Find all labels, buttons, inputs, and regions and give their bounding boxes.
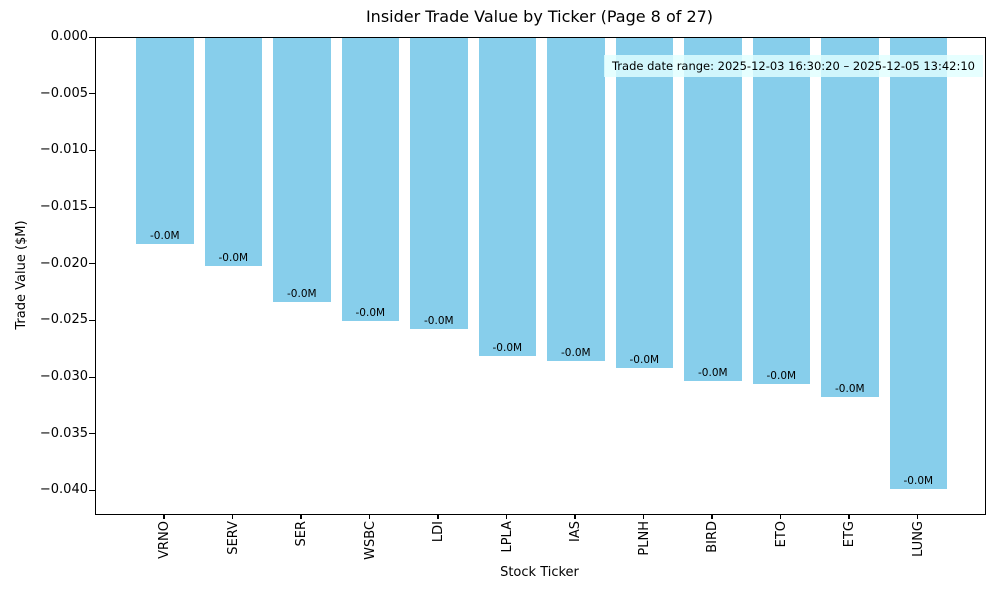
y-tick-mark [89,206,95,208]
x-tick-label: BIRD [705,521,721,553]
x-tick-label: ETO [773,521,789,548]
bar-value-label: -0.0M [766,369,797,382]
y-tick-mark [89,93,95,95]
bar: -0.0M [273,38,331,303]
bar: -0.0M [478,38,537,357]
y-axis-label: Trade Value ($M) [14,220,29,330]
y-tick-label: −0.015 [39,199,88,214]
y-tick-mark [89,376,95,378]
bar-value-label: -0.0M [287,288,317,301]
y-tick-label: −0.005 [39,85,88,101]
x-tick-label: IAS [568,521,584,542]
bar: -0.0M [615,38,674,368]
bar: -0.0M [752,38,811,384]
x-tick-label: LDI [431,521,447,543]
bar-value-label: -0.0M [629,353,660,366]
y-tick-mark [89,433,95,435]
bar-value-label: -0.0M [424,315,454,328]
y-tick-label: 0.000 [50,29,88,44]
bar-value-label: -0.0M [492,342,523,355]
y-tick-mark [89,149,95,152]
x-tick-mark [848,514,850,519]
bar-value-label: -0.0M [698,367,728,380]
x-tick-label: VRNO [157,521,173,559]
bar-value-label: -0.0M [835,383,865,396]
y-tick-label: −0.030 [39,369,88,384]
bar-value-label: -0.0M [355,307,386,320]
x-tick-mark [916,514,919,519]
bar-value-label: -0.0M [218,251,249,264]
y-tick-label: −0.010 [39,142,88,158]
trade-date-range-annotation: Trade date range: 2025-12-03 16:30:20 – … [603,55,983,77]
x-tick-mark [711,514,713,519]
bar: -0.0M [821,38,879,398]
chart-title: Insider Trade Value by Ticker (Page 8 of… [365,7,714,26]
plot-area: -0.0M -0.0M -0.0M -0.0M -0.0M -0.0M -0.0M -0.0M… [95,37,986,515]
bar: -0.0M [204,38,263,266]
x-tick-mark [642,514,645,519]
bar-value-label: -0.0M [903,475,934,488]
x-tick-mark [300,514,302,519]
y-tick-mark [89,36,95,38]
bar-value-label: -0.0M [561,347,591,359]
y-tick-label: −0.040 [39,482,88,498]
x-tick-mark [574,514,576,519]
x-tick-mark [231,514,234,519]
bar-value-label: -0.0M [150,230,180,243]
x-tick-label: LUNG [910,521,926,557]
x-tick-label: ETG [842,521,858,548]
x-tick-mark [505,514,508,519]
bar: -0.0M [136,38,194,245]
x-tick-mark [779,514,782,519]
y-tick-label: −0.020 [39,255,88,271]
x-tick-mark [163,514,165,519]
x-tick-mark [437,514,439,519]
x-tick-label: LPLA [499,521,515,553]
y-tick-mark [89,319,95,322]
bar: -0.0M [889,38,948,490]
y-tick-label: −0.025 [39,312,88,328]
x-tick-mark [368,514,371,519]
x-axis-label: Stock Ticker [500,565,579,580]
x-tick-label: WSBC [362,521,378,560]
y-tick-mark [89,489,95,492]
x-tick-label: SERV [225,521,241,555]
y-tick-mark [89,263,95,265]
x-tick-label: SER [294,521,310,547]
bar: -0.0M [684,38,742,382]
x-tick-label: PLNH [636,521,652,556]
bar: -0.0M [341,38,400,322]
y-tick-label: −0.035 [39,425,88,441]
bar: -0.0M [547,38,605,361]
bar: -0.0M [410,38,468,330]
